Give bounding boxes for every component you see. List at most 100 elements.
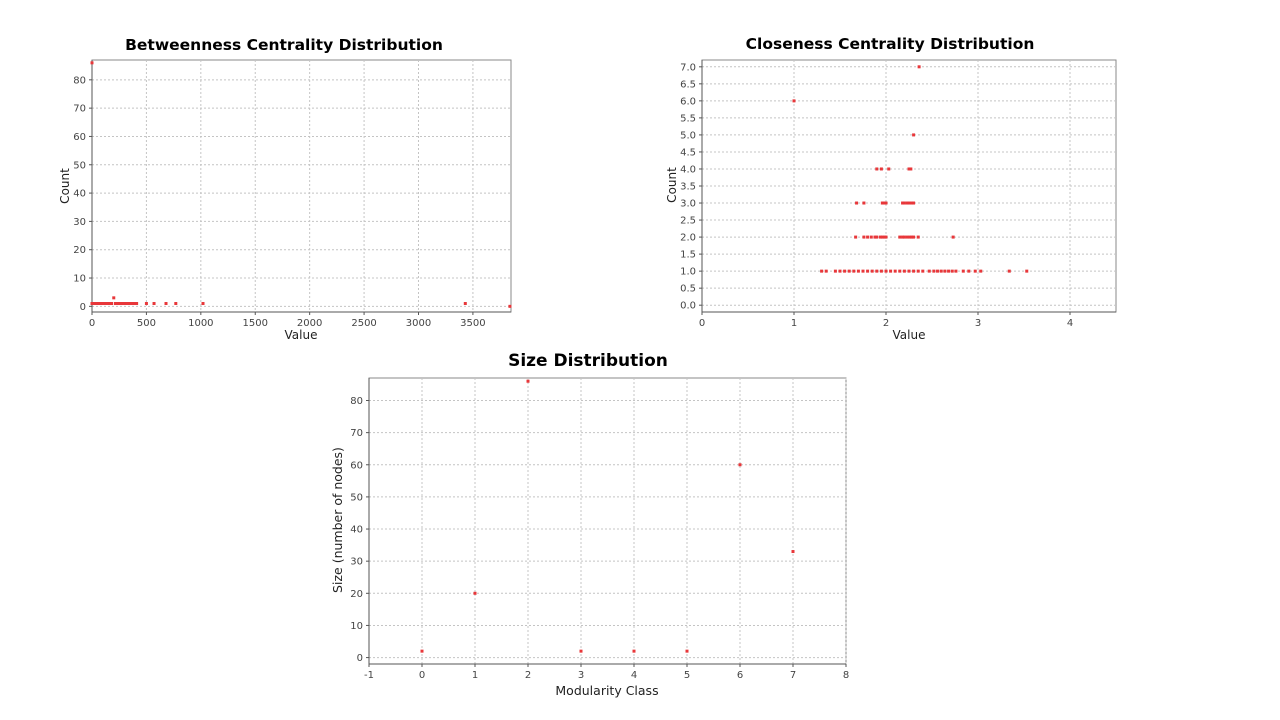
size-y-tick-label: 50 (350, 492, 363, 503)
closeness-data-point (912, 133, 916, 137)
betweenness-data-point (113, 302, 117, 306)
closeness-data-point (870, 269, 874, 273)
size-y-tick-label: 20 (350, 589, 363, 600)
closeness-data-point (879, 167, 883, 171)
size-data-point (685, 649, 689, 653)
closeness-data-point (916, 235, 920, 239)
closeness-data-point (979, 269, 983, 273)
size-y-tick-label: 80 (350, 396, 363, 407)
closeness-data-point (792, 99, 796, 103)
closeness-data-point (898, 235, 902, 239)
betweenness-data-point (98, 302, 102, 306)
betweenness-data-point (201, 302, 205, 306)
closeness-data-point (905, 235, 909, 239)
closeness-data-point (852, 269, 856, 273)
closeness-data-point (833, 269, 837, 273)
closeness-data-point (824, 269, 828, 273)
betweenness-y-tick-label: 60 (73, 132, 86, 143)
closeness-data-point (884, 269, 888, 273)
betweenness-y-tick-label: 30 (73, 217, 86, 228)
size-y-tick-label: 70 (350, 428, 363, 439)
closeness-data-point (936, 269, 940, 273)
closeness-data-point (902, 269, 906, 273)
closeness-points (792, 65, 1029, 273)
betweenness-data-point (122, 302, 126, 306)
betweenness-data-point (110, 302, 114, 306)
closeness-data-point (880, 235, 884, 239)
closeness-data-point (880, 201, 884, 205)
closeness-data-point (893, 269, 897, 273)
closeness-y-tick-label: 5.5 (680, 113, 696, 124)
betweenness-data-point (130, 302, 134, 306)
size-x-tick-label: -1 (364, 670, 374, 681)
betweenness-data-point (108, 302, 112, 306)
betweenness-data-point (112, 296, 116, 300)
betweenness-data-point (100, 302, 104, 306)
closeness-y-tick-label: 3.0 (680, 199, 696, 210)
size-data-point (420, 649, 424, 653)
closeness-data-point (912, 201, 916, 205)
closeness-data-point (907, 269, 911, 273)
betweenness-data-point (120, 302, 124, 306)
closeness-y-tick-label: 4.0 (680, 164, 696, 175)
closeness-y-label: Count (665, 167, 679, 203)
size-data-point (473, 591, 477, 595)
closeness-data-point (854, 235, 858, 239)
betweenness-data-point (118, 302, 122, 306)
closeness-y-tick-label: 5.0 (680, 130, 696, 141)
size-data-point (579, 649, 583, 653)
closeness-data-point (861, 269, 865, 273)
betweenness-x-tick-label: 3500 (460, 318, 485, 329)
size-chart: Size Distribution -1 0 1 2 3 4 5 6 7 8 0102030405… (330, 351, 849, 698)
closeness-data-point (838, 269, 842, 273)
closeness-data-point (902, 235, 906, 239)
closeness-data-point (884, 235, 888, 239)
betweenness-data-point (90, 302, 94, 306)
betweenness-data-point (128, 302, 132, 306)
closeness-data-point (887, 167, 891, 171)
betweenness-data-point (164, 302, 168, 306)
closeness-chart-title: Closeness Centrality Distribution (746, 35, 1035, 53)
closeness-data-point (901, 201, 905, 205)
closeness-gridlines (701, 60, 1116, 312)
betweenness-data-point (101, 302, 105, 306)
betweenness-y-tick-label: 0 (80, 302, 86, 313)
closeness-y-tick-label: 0.0 (680, 301, 696, 312)
closeness-y-tick-label: 2.0 (680, 233, 696, 244)
closeness-y-tick-label: 7.0 (680, 62, 696, 73)
betweenness-x-ticks: 0 500 1000 1500 2000 2500 3000 3500 (89, 311, 511, 329)
closeness-data-point (879, 269, 883, 273)
closeness-data-point (898, 269, 902, 273)
closeness-data-point (950, 269, 954, 273)
betweenness-data-point (93, 302, 97, 306)
closeness-data-point (1007, 269, 1011, 273)
closeness-y-ticks: 0.0 0.5 1.0 1.5 2.0 2.5 3.0 3.5 4.0 4.5 5.0 5.5 6.0 6… (680, 60, 703, 312)
size-x-tick-label: 6 (737, 670, 743, 681)
betweenness-data-point (115, 302, 119, 306)
closeness-y-tick-label: 6.5 (680, 79, 696, 90)
size-x-label: Modularity Class (555, 683, 658, 698)
closeness-y-tick-label: 6.0 (680, 96, 696, 107)
closeness-x-tick-label: 2 (883, 318, 889, 329)
closeness-data-point (909, 167, 913, 171)
betweenness-data-point (133, 302, 137, 306)
closeness-data-point (916, 269, 920, 273)
closeness-data-point (875, 269, 879, 273)
closeness-data-point (873, 235, 877, 239)
closeness-x-tick-label: 3 (975, 318, 981, 329)
betweenness-y-label: Count (58, 168, 72, 204)
betweenness-x-tick-label: 0 (89, 318, 95, 329)
betweenness-y-tick-label: 40 (73, 189, 86, 200)
betweenness-data-point (97, 302, 101, 306)
betweenness-y-tick-label: 50 (73, 160, 86, 171)
betweenness-data-point (152, 302, 156, 306)
size-points (420, 379, 795, 653)
closeness-data-point (921, 269, 925, 273)
closeness-x-label: Value (893, 328, 926, 342)
closeness-data-point (855, 201, 859, 205)
betweenness-gridlines (91, 60, 511, 312)
size-x-tick-label: 4 (631, 670, 637, 681)
betweenness-data-point (135, 302, 139, 306)
